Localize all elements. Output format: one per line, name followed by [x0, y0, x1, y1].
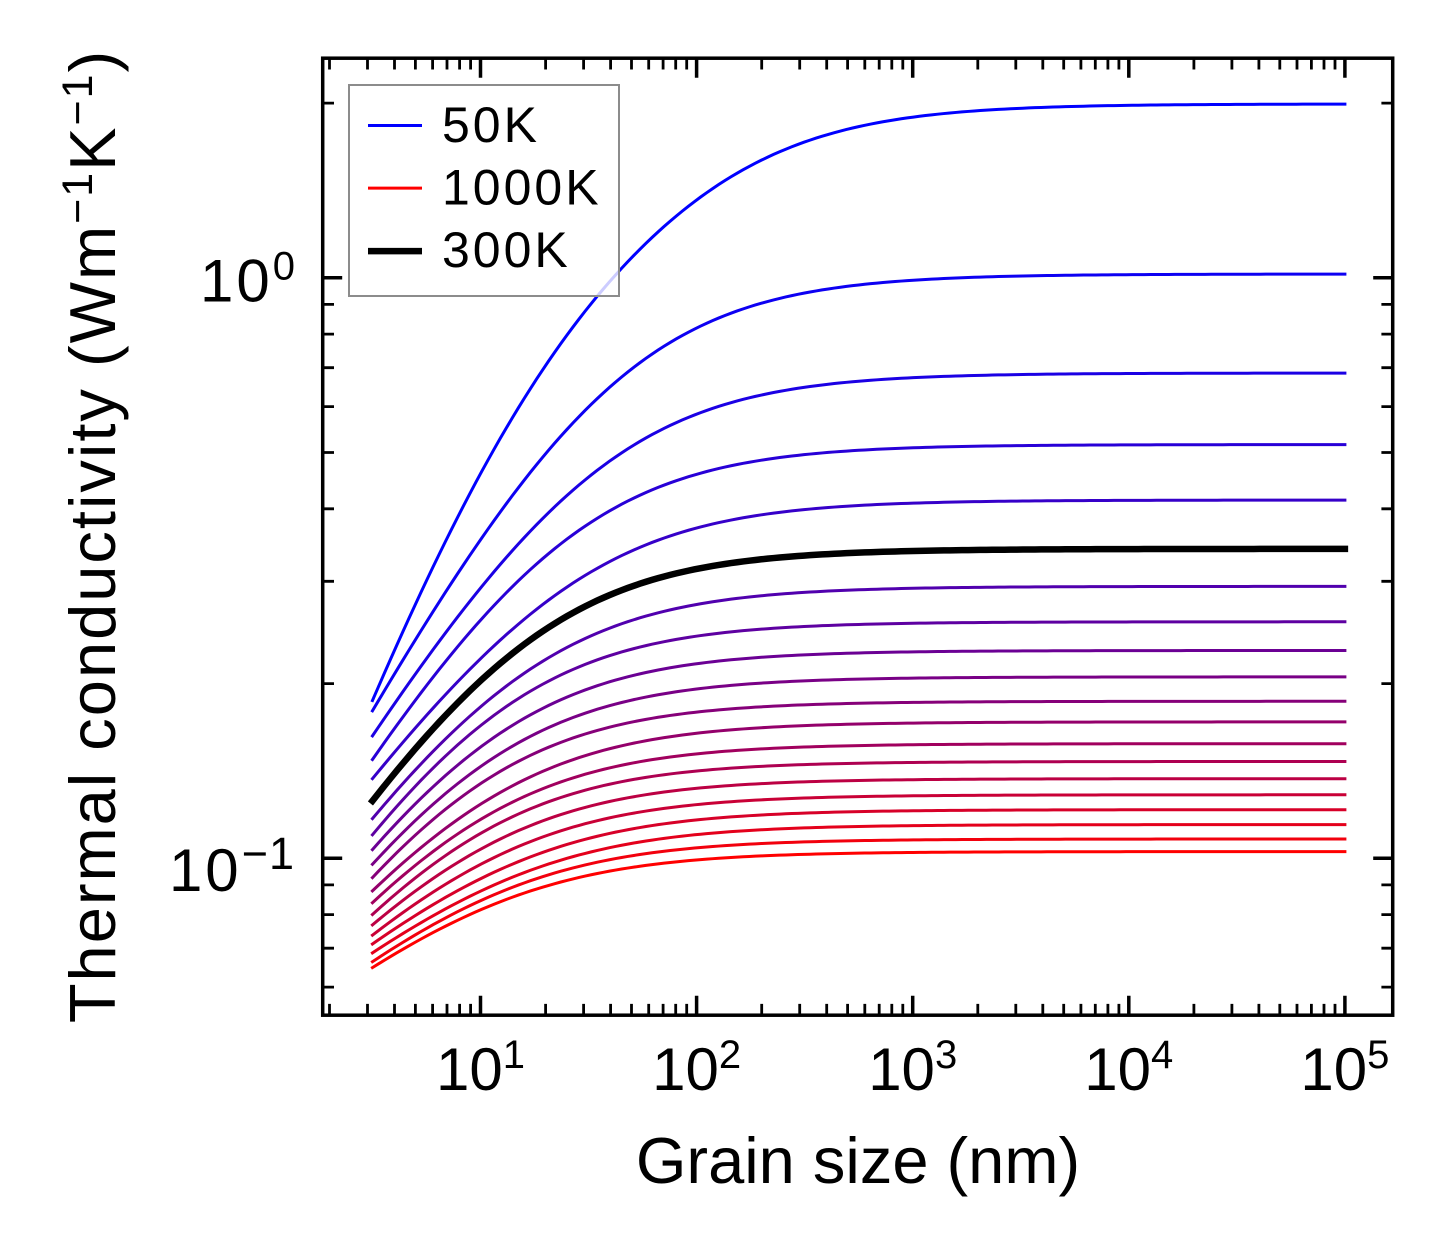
svg-text:50K: 50K [442, 97, 540, 153]
svg-text:300K: 300K [442, 222, 571, 278]
svg-text:10−1: 10−1 [169, 828, 295, 904]
svg-text:105: 105 [1300, 1033, 1389, 1103]
svg-text:Thermal conductivity (Wm−1K−1): Thermal conductivity (Wm−1K−1) [54, 49, 129, 1023]
svg-text:101: 101 [436, 1033, 525, 1103]
svg-text:1000K: 1000K [442, 159, 602, 215]
svg-text:Grain size (nm): Grain size (nm) [636, 1124, 1080, 1197]
